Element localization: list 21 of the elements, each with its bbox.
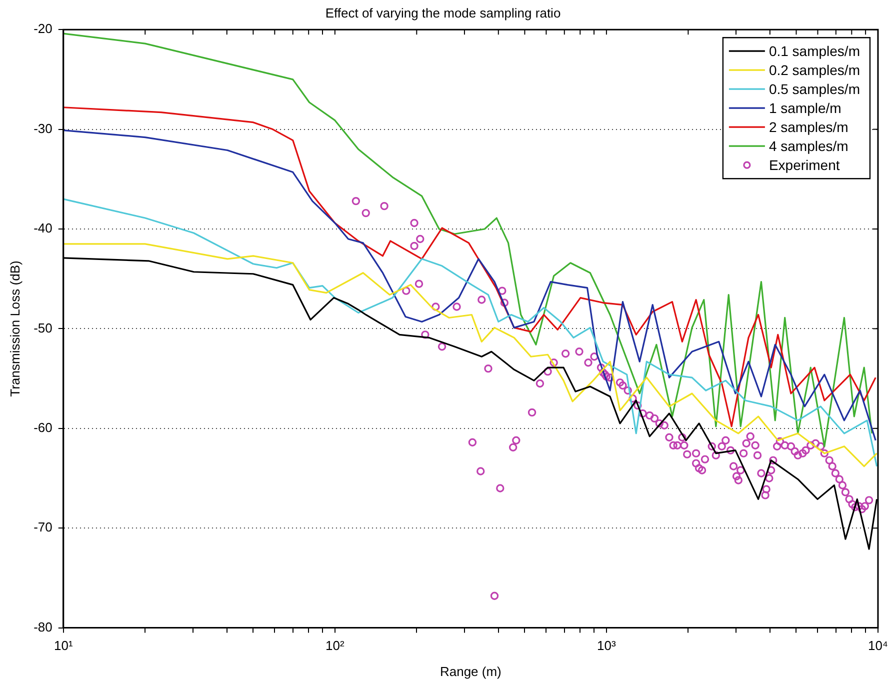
x-tick-label: 10³ [597, 638, 617, 654]
x-tick-label: 10¹ [54, 638, 74, 654]
legend-label: 2 samples/m [768, 118, 848, 135]
legend-label: 0.2 samples/m [768, 62, 860, 78]
x-tick-label: 10⁴ [868, 638, 888, 654]
legend-label: 1 sample/m [768, 100, 842, 116]
x-tick-label: 10² [326, 638, 345, 654]
legend-label: 0.5 samples/m [768, 80, 860, 97]
x-axis-title: Range (m) [440, 664, 502, 679]
y-tick-label: -80 [34, 619, 52, 634]
y-tick-label: -50 [34, 320, 52, 336]
legend-label: 0.1 samples/m [768, 42, 860, 59]
y-tick-label: -70 [34, 520, 52, 535]
y-tick-label: -30 [34, 120, 52, 136]
legend-label: 4 samples/m [768, 138, 848, 154]
y-tick-label: -60 [34, 420, 52, 435]
legend-label: Experiment [768, 156, 840, 173]
y-axis-title: Transmission Loss (dB) [7, 260, 22, 397]
y-tick-label: -40 [34, 220, 52, 236]
chart-title: Effect of varying the mode sampling ratio [325, 5, 561, 20]
y-tick-label: -20 [34, 21, 52, 36]
